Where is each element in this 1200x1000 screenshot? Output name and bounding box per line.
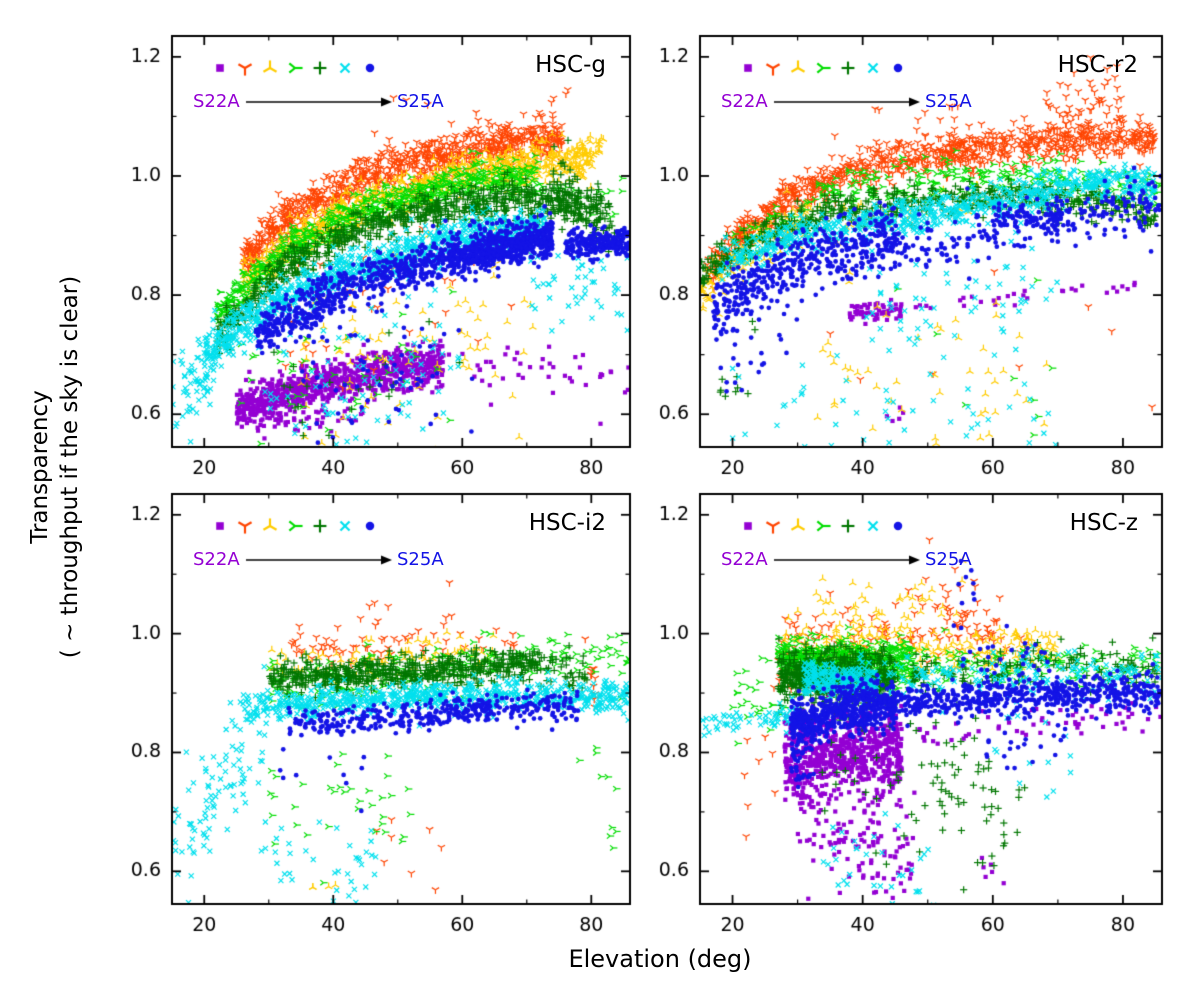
y-axis-label: Transparency ( ~ throughput if the sky i… xyxy=(25,67,86,867)
panel-title-hsc-i2: HSC-i2 xyxy=(528,510,606,536)
x-axis-label: Elevation (deg) xyxy=(568,945,752,973)
legend-to-label: S25A xyxy=(925,91,972,112)
legend-from-label: S22A xyxy=(721,549,768,570)
panel-title-hsc-g: HSC-g xyxy=(535,52,606,78)
legend-from-label: S22A xyxy=(193,549,240,570)
legend-from-label: S22A xyxy=(193,91,240,112)
legend-to-label: S25A xyxy=(925,549,972,570)
legend-from-label: S22A xyxy=(721,91,768,112)
legend-to-label: S25A xyxy=(397,549,444,570)
y-axis-label-line1: Transparency xyxy=(27,390,53,544)
panel-title-hsc-z: HSC-z xyxy=(1069,510,1138,536)
y-axis-label-line2: ( ~ throughput if the sky is clear) xyxy=(57,275,84,659)
legend-to-label: S25A xyxy=(397,91,444,112)
panel-title-hsc-r2: HSC-r2 xyxy=(1057,52,1138,78)
